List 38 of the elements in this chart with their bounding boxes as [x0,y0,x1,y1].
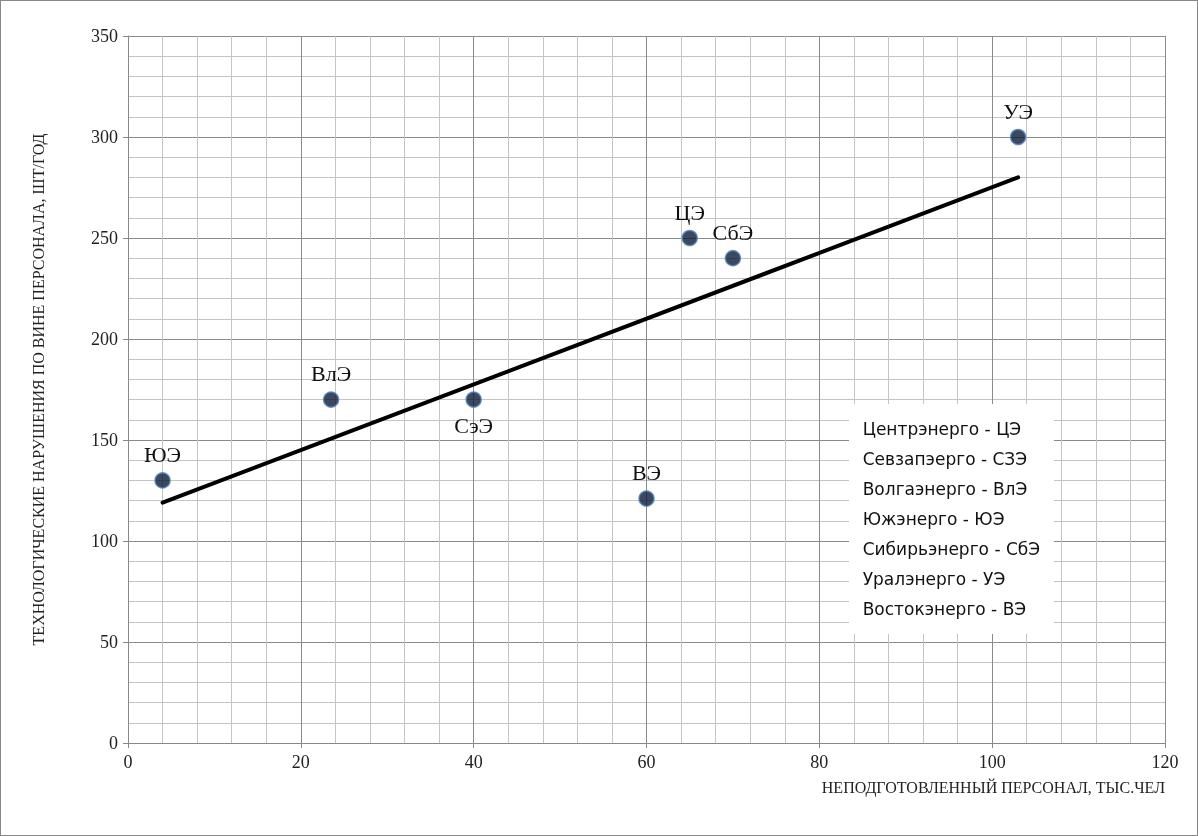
x-tick-label: 60 [637,752,656,772]
y-tick-label: 250 [91,228,118,248]
point [322,391,340,408]
annotation: Центрэнерго - ЦЭ [862,417,1023,441]
annotation: УЭ [1003,98,1033,124]
y-tick-label: 50 [100,632,118,652]
x-tick-label: 120 [1151,752,1179,772]
point [681,229,698,247]
x-tick-label: 0 [123,752,133,772]
point [724,249,742,267]
annotation: СбЭ [712,219,754,245]
annotation: Южэнерго - ЮЭ [862,507,1006,531]
annotation: Уралэнерго - УЭ [862,567,1007,591]
x-tick-label: 20 [291,752,310,772]
y-tick-label: 150 [91,430,118,450]
annotation: Востокэнерго - ВЭ [862,597,1028,621]
point [465,391,482,408]
point [638,490,655,507]
x-tick-label: 80 [810,752,829,772]
annotation: Сибирьэнерго - СбЭ [862,537,1041,561]
y-tick-label: 350 [91,26,118,46]
y-axis-title: ТЕХНОЛОГИЧЕСКИЕ НАРУШЕНИЯ ПО ВИНЕ ПЕРСОНАЛА, ШТ/ГОД [29,133,48,646]
y-tick-label: 100 [91,531,118,551]
x-axis-title: НЕПОДГОТОВЛЕННЫЙ ПЕРСОНАЛ, ТЫС.ЧЕЛ [821,777,1166,797]
point [154,472,171,489]
annotation: ВЭ [631,460,662,486]
annotation: ЮЭ [144,441,182,467]
annotation: Севзапэерго - СЗЭ [862,447,1029,471]
annotation: СэЭ [454,413,494,439]
y-tick-label: 0 [109,733,118,753]
x-tick-label: 100 [978,752,1006,772]
annotation: ЦЭ [674,199,705,225]
annotation: ВлЭ [310,361,352,387]
y-tick-label: 300 [91,127,118,147]
y-tick-label: 200 [91,329,118,349]
x-tick-label: 40 [464,752,483,772]
point [1009,128,1027,146]
annotation: Волгаэнерго - ВлЭ [862,477,1029,501]
